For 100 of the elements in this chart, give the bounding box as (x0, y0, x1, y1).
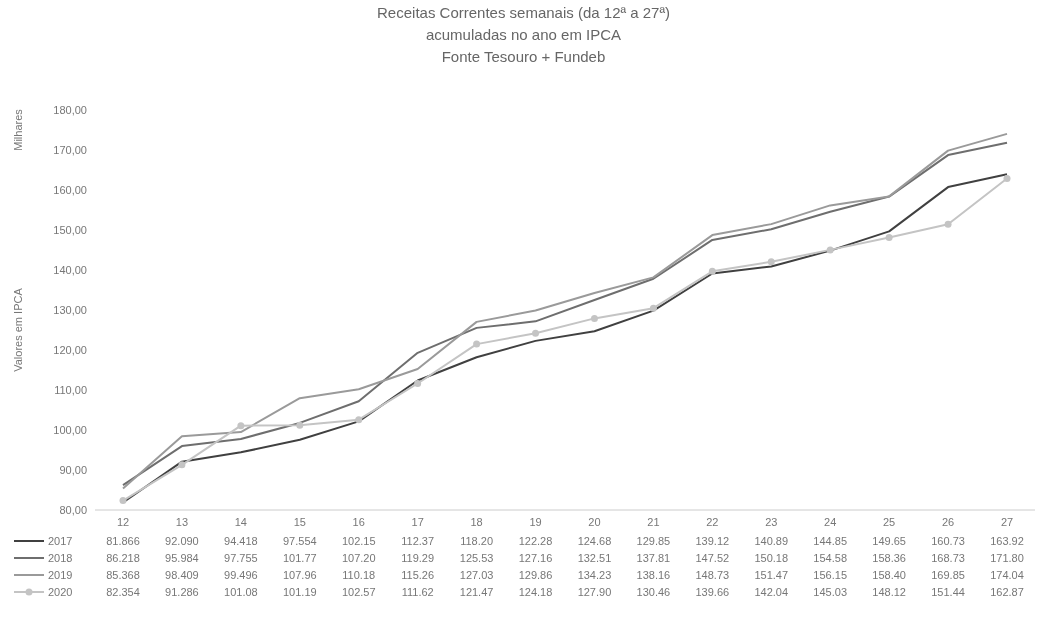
point (826, 246, 834, 254)
point (355, 416, 363, 424)
data-label: 122.28 (518, 535, 553, 547)
data-label: 160.73 (931, 535, 965, 547)
point (1003, 175, 1011, 183)
data-label: 112.37 (401, 535, 435, 547)
data-label: 118.20 (460, 535, 494, 547)
data-label: 102.57 (341, 586, 376, 598)
data-label: 127.03 (459, 569, 494, 581)
y-tick-label: 80,00 (59, 503, 87, 516)
data-label: 107.96 (282, 569, 317, 581)
data-label: 115.26 (401, 569, 435, 581)
data-label: 142.04 (754, 586, 789, 598)
data-label: 144.85 (813, 535, 848, 547)
y-tick-label: 90,00 (59, 463, 87, 476)
x-tick-label: 14 (234, 516, 247, 528)
x-tick-label: 22 (706, 516, 719, 528)
data-label: 101.77 (282, 552, 317, 564)
x-tick-label: 25 (883, 516, 896, 528)
data-label: 139.12 (695, 535, 730, 547)
chart-subtitle: acumuladas no ano em IPCA (425, 26, 622, 43)
point (119, 497, 127, 505)
point (944, 220, 952, 228)
data-label: 94.418 (224, 535, 258, 547)
data-label: 140.89 (754, 535, 789, 547)
data-label: 154.58 (813, 552, 848, 564)
point (237, 422, 245, 430)
data-label: 171.80 (990, 552, 1024, 564)
data-label: 132.51 (577, 552, 612, 564)
data-label: 137.81 (636, 552, 671, 564)
data-label: 85.368 (106, 569, 140, 581)
legend-label: 2020 (48, 586, 73, 598)
data-label: 98.409 (165, 569, 199, 581)
data-label: 101.19 (282, 586, 317, 598)
y-tick-label: 160,00 (53, 183, 87, 196)
data-label: 102.15 (341, 535, 376, 547)
point (885, 234, 893, 242)
data-label: 99.496 (224, 569, 258, 581)
data-label: 127.16 (518, 552, 553, 564)
legend-label: 2018 (48, 552, 73, 564)
chart-title: Receitas Correntes semanais (da 12ª a 27ª) (377, 4, 670, 21)
data-label: 130.46 (636, 586, 671, 598)
y-tick-label: 180,00 (53, 103, 87, 116)
data-label: 151.47 (754, 569, 789, 581)
data-label: 124.18 (518, 586, 553, 598)
data-label: 101.08 (224, 586, 258, 598)
x-tick-label: 26 (941, 516, 955, 528)
data-label: 174.04 (990, 569, 1024, 581)
legend-label: 2019 (48, 569, 73, 581)
data-label: 162.87 (990, 586, 1024, 598)
data-label: 119.29 (401, 552, 435, 564)
data-label: 95.984 (165, 552, 199, 564)
y-tick-label: 140,00 (53, 263, 87, 276)
y-tick-label: 170,00 (53, 143, 87, 156)
data-label: 107.20 (341, 552, 376, 564)
data-label: 81.866 (106, 535, 140, 547)
data-label: 168.73 (931, 552, 965, 564)
x-tick-label: 27 (1000, 516, 1014, 528)
x-tick-label: 24 (824, 516, 837, 528)
y-tick-label: 150,00 (53, 223, 87, 236)
data-label: 156.15 (813, 569, 848, 581)
data-label: 111.62 (401, 586, 434, 598)
y-tick-label: 110,00 (54, 383, 87, 396)
data-label: 82.354 (106, 586, 140, 598)
data-label: 129.85 (636, 535, 671, 547)
point (296, 421, 304, 429)
data-label: 110.18 (342, 569, 376, 581)
x-tick-label: 15 (293, 516, 306, 528)
data-label: 151.44 (931, 586, 965, 598)
data-label: 125.53 (459, 552, 494, 564)
y-axis-title: Valores em IPCA (12, 287, 24, 372)
x-tick-label: 23 (765, 516, 778, 528)
point (708, 267, 716, 275)
data-label: 124.68 (577, 535, 612, 547)
x-tick-label: 20 (588, 516, 601, 528)
data-label: 148.73 (695, 569, 730, 581)
data-label: 139.66 (695, 586, 730, 598)
data-label: 150.18 (754, 552, 789, 564)
x-tick-label: 17 (411, 516, 424, 528)
point (178, 461, 186, 469)
data-label: 129.86 (518, 569, 553, 581)
data-label: 134.23 (577, 569, 612, 581)
y-tick-label: 100,00 (53, 423, 87, 436)
data-label: 91.286 (165, 586, 199, 598)
x-tick-label: 18 (470, 516, 483, 528)
source-note: Fonte Tesouro + Fundeb (441, 48, 606, 65)
point (590, 314, 598, 322)
x-tick-label: 12 (116, 516, 130, 528)
y-tick-label: 130,00 (53, 303, 87, 316)
x-tick-label: 16 (352, 516, 365, 528)
data-label: 97.554 (282, 535, 317, 547)
x-tick-label: 19 (529, 516, 542, 528)
data-label: 158.40 (872, 569, 906, 581)
point (532, 329, 540, 337)
data-label: 163.92 (990, 535, 1024, 547)
y-tick-label: 120,00 (53, 343, 87, 356)
data-label: 127.90 (577, 586, 612, 598)
data-label: 92.090 (165, 535, 199, 547)
point (767, 258, 775, 266)
legend-label: 2017 (48, 535, 73, 547)
